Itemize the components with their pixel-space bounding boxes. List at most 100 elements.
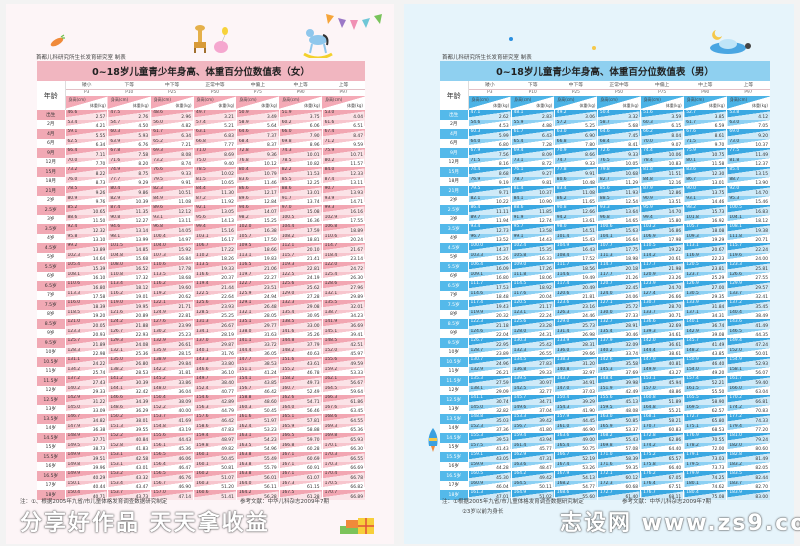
value-cell: 121.6 20.89 <box>107 309 151 319</box>
value-cell: 160.9 46.04 <box>467 480 512 490</box>
height-value: 160.1 <box>196 452 209 457</box>
value-cell: 174.2 70.83 <box>726 404 770 414</box>
weight-value: 9.27 <box>542 171 552 177</box>
value-cell: 110.8 17.32 <box>107 271 151 281</box>
height-value: 149.5 <box>67 442 81 448</box>
value-cell: 103.2 16.86 <box>640 224 684 234</box>
height-value: 59.1 <box>67 129 78 134</box>
height-value: 132.1 <box>238 309 252 315</box>
table-row: 2.5岁 86.4 11.11 88.6 11.85 90.8 12.66 93.3 13.64… <box>440 205 770 215</box>
value-cell: 63.0 7.05 <box>726 119 770 129</box>
percentile-header: P75 <box>236 89 280 96</box>
value-cell: 84.0 12.33 <box>321 167 365 177</box>
weight-value: 30.97 <box>539 380 552 386</box>
weight-value: 17.26 <box>539 266 552 272</box>
value-cell: 135.5 32.01 <box>321 300 365 310</box>
height-value: 155.6 <box>599 395 613 400</box>
value-cell: 124.6 22.04 <box>467 328 512 338</box>
weight-value: 17.75 <box>625 247 639 253</box>
age-cell: 9.5岁 <box>440 338 468 348</box>
weight-value: 46.76 <box>178 475 192 481</box>
value-cell: 64.6 7.37 <box>235 129 280 139</box>
table-row: 4月 60.3 5.99 61.7 6.43 63.0 6.90 64.6 7.45 66.2 8.… <box>440 129 770 139</box>
weight-unit-label: 体重(kg) <box>708 103 725 108</box>
value-cell: 86.4 11.11 <box>467 205 512 215</box>
height-value: 140.1 <box>686 319 699 324</box>
chart-title: 0~18岁儿童青少年身高、体重百分位数值表（男） <box>440 61 770 81</box>
weight-value: 15.39 <box>92 266 106 272</box>
height-value: 82.9 <box>110 195 121 201</box>
height-value: 88.7 <box>729 176 740 182</box>
weight-value: 27.33 <box>625 314 639 319</box>
weight-value: 19.01 <box>135 295 149 300</box>
weight-value: 25.74 <box>92 371 106 376</box>
weight-value: 43.32 <box>135 475 149 481</box>
height-value: 153.7 <box>110 490 123 495</box>
height-value: 114.2 <box>643 252 656 258</box>
value-cell: 114.7 21.67 <box>321 243 365 253</box>
height-value: 156.4 <box>153 461 166 467</box>
height-value: 166.7 <box>556 452 570 457</box>
value-cell: 72.8 9.36 <box>235 148 280 158</box>
value-cell: 92.0 14.70 <box>726 186 770 196</box>
value-cell: 111.8 18.06 <box>510 271 555 281</box>
weight-unit-label: 体重(kg) <box>493 103 510 108</box>
value-cell: 125.4 26.30 <box>321 271 365 281</box>
height-value: 68.4 <box>599 138 610 144</box>
value-cell: 168.6 64.55 <box>321 414 365 424</box>
weight-value: 21.81 <box>582 295 595 300</box>
height-value: 63.0 <box>729 119 740 125</box>
age-cell: 出生 <box>440 110 468 120</box>
height-value: 164.8 <box>643 404 656 410</box>
height-value: 65.2 <box>153 138 163 144</box>
value-cell: 113.5 18.68 <box>150 271 194 281</box>
value-cell: 47.5 2.76 <box>107 110 151 120</box>
value-cell: 51.9 3.75 <box>278 110 323 120</box>
height-value: 63.1 <box>196 129 206 134</box>
weight-value: 10.37 <box>539 190 552 196</box>
weight-value: 22.95 <box>496 342 509 348</box>
weight-value: 17.52 <box>582 257 595 262</box>
weight-value: 12.32 <box>92 228 106 234</box>
weight-value: 8.68 <box>498 171 509 177</box>
weight-value: 42.89 <box>221 399 234 405</box>
weight-value: 58.21 <box>668 418 682 424</box>
value-cell: 164.2 49.42 <box>510 471 555 481</box>
weight-value: 26.66 <box>668 295 682 300</box>
value-cell: 165.9 58.88 <box>278 423 323 433</box>
height-value: 146.7 <box>67 414 81 419</box>
weight-value: 27.00 <box>711 285 725 291</box>
rocket-icon <box>428 428 438 452</box>
value-cell: 108.1 19.38 <box>726 224 770 234</box>
level-header: 下等 <box>107 81 151 90</box>
reference-text: 参考文献：中华儿科杂志2009年7期 <box>622 499 711 505</box>
weight-value: 40.71 <box>92 494 106 500</box>
table-row: 6月 64.0 6.80 65.4 7.28 66.8 7.80 68.4 8.41 70.0 9.… <box>440 138 770 148</box>
value-cell: 89.6 12.84 <box>235 195 280 205</box>
weight-value: 18.06 <box>539 276 552 281</box>
weight-value: 7.28 <box>542 143 552 148</box>
weight-value: 39.53 <box>496 437 509 443</box>
weight-value: 73.03 <box>711 456 725 462</box>
value-cell: 53.0 4.04 <box>321 110 365 120</box>
height-value: 145.7 <box>513 395 527 400</box>
value-cell: 161.7 59.40 <box>726 376 770 386</box>
weight-value: 40.77 <box>221 390 234 395</box>
height-value: 142.9 <box>686 328 699 334</box>
height-value: 170.1 <box>324 442 338 448</box>
height-value: 60.3 <box>643 119 653 125</box>
value-cell: 65.2 7.21 <box>150 138 194 148</box>
weight-value: 18.68 <box>178 276 192 281</box>
value-cell: 157.0 48.86 <box>640 385 684 395</box>
height-value: 95.7 <box>513 224 524 229</box>
value-cell: 145.0 32.82 <box>467 404 512 414</box>
height-value: 98.1 <box>110 233 121 239</box>
height-value: 183.2 <box>729 461 742 467</box>
percentile-header: P50 <box>193 89 237 96</box>
value-cell: 135.4 30.46 <box>596 328 641 338</box>
value-cell: 175.8 66.40 <box>640 461 684 471</box>
value-cell: 158.8 48.60 <box>235 395 280 405</box>
height-value: 77.8 <box>556 167 567 172</box>
weight-value: 46.47 <box>178 466 192 471</box>
height-value: 170.3 <box>324 461 338 467</box>
